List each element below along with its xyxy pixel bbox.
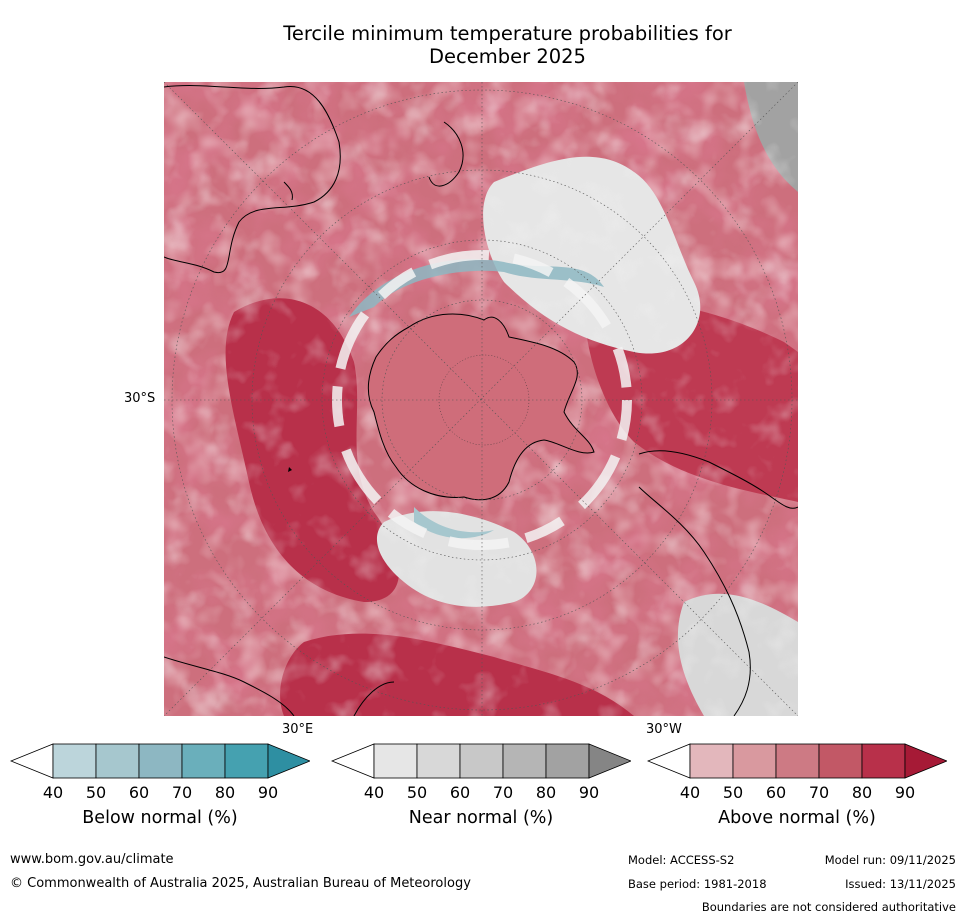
footer-copyright: © Commonwealth of Australia 2025, Austra… — [10, 876, 471, 891]
colorbar-tick-label: 80 — [535, 783, 557, 802]
colorbar-segment — [545, 743, 590, 779]
colorbar-segment — [52, 743, 97, 779]
probability-map[interactable] — [164, 82, 798, 716]
island — [288, 467, 292, 472]
title-line-1: Tercile minimum temperature probabilitie… — [283, 22, 732, 45]
colorbar-segment — [502, 743, 547, 779]
colorbar-segment — [861, 743, 906, 779]
colorbar-above-normal-swatches — [647, 743, 947, 779]
colorbar-below-normal-swatches — [10, 743, 310, 779]
colorbar-tick-label: 60 — [765, 783, 787, 802]
colorbar-tick-label: 60 — [128, 783, 150, 802]
colorbar-below-normal-label: Below normal (%) — [82, 808, 238, 828]
colorbar-near-normal-label: Near normal (%) — [408, 808, 554, 828]
colorbar-segment — [95, 743, 140, 779]
colorbar-segment — [416, 743, 461, 779]
colorbar-segment — [818, 743, 863, 779]
footer-url[interactable]: www.bom.gov.au/climate — [10, 852, 174, 867]
colorbar-segment-upper-extend — [904, 743, 947, 779]
colorbar-segment — [181, 743, 226, 779]
footer-disclaimer: Boundaries are not considered authoritat… — [701, 900, 956, 914]
colorbar-tick-label: 50 — [85, 783, 107, 802]
colorbar-tick-label: 40 — [42, 783, 64, 802]
title-line-2: December 2025 — [429, 45, 586, 68]
colorbar-tick-label: 90 — [578, 783, 600, 802]
coastlines — [164, 85, 798, 716]
colorbar-tick-label: 40 — [679, 783, 701, 802]
colorbar-above-normal-label: Above normal (%) — [718, 808, 876, 828]
colorbar-tick-label: 90 — [894, 783, 916, 802]
colorbar-segment — [459, 743, 504, 779]
latitude-label: 30°S — [124, 391, 156, 406]
colorbar-near-normal — [331, 743, 631, 779]
map-title: Tercile minimum temperature probabilitie… — [160, 22, 855, 68]
colorbar-segment — [732, 743, 777, 779]
longitude-label-east: 30°E — [282, 722, 314, 737]
colorbar-segment-upper-extend — [267, 743, 310, 779]
colorbar-segment — [373, 743, 418, 779]
footer-model: Model: ACCESS-S2 — [628, 853, 735, 867]
colorbar-segment-upper-extend — [588, 743, 631, 779]
antarctica-landmass — [367, 313, 595, 501]
colorbar-below-normal — [10, 743, 310, 779]
colorbar-tick-label: 80 — [214, 783, 236, 802]
colorbar-tick-label: 70 — [492, 783, 514, 802]
longitude-label-west: 30°W — [646, 722, 682, 737]
footer-base-period: Base period: 1981-2018 — [628, 877, 767, 891]
colorbar-segment — [689, 743, 734, 779]
colorbar-segment-lower-extend — [10, 743, 54, 779]
colorbar-tick-label: 70 — [171, 783, 193, 802]
colorbar-tick-label: 80 — [851, 783, 873, 802]
colorbar-near-normal-swatches — [331, 743, 631, 779]
colorbar-tick-label: 40 — [363, 783, 385, 802]
colorbar-segment — [138, 743, 183, 779]
colorbar-tick-label: 50 — [722, 783, 744, 802]
colorbar-tick-label: 60 — [449, 783, 471, 802]
colorbar-tick-label: 50 — [406, 783, 428, 802]
colorbar-segment — [775, 743, 820, 779]
colorbar-segment-lower-extend — [647, 743, 691, 779]
colorbar-tick-label: 70 — [808, 783, 830, 802]
graticule — [164, 82, 798, 716]
map-canvas — [164, 82, 798, 716]
colorbar-tick-label: 90 — [257, 783, 279, 802]
footer-issued: Issued: 13/11/2025 — [845, 877, 956, 891]
footer-model-run: Model run: 09/11/2025 — [824, 853, 956, 867]
colorbar-segment-lower-extend — [331, 743, 375, 779]
below-normal-ring-south — [414, 507, 494, 539]
colorbar-above-normal — [647, 743, 947, 779]
colorbar-segment — [224, 743, 269, 779]
